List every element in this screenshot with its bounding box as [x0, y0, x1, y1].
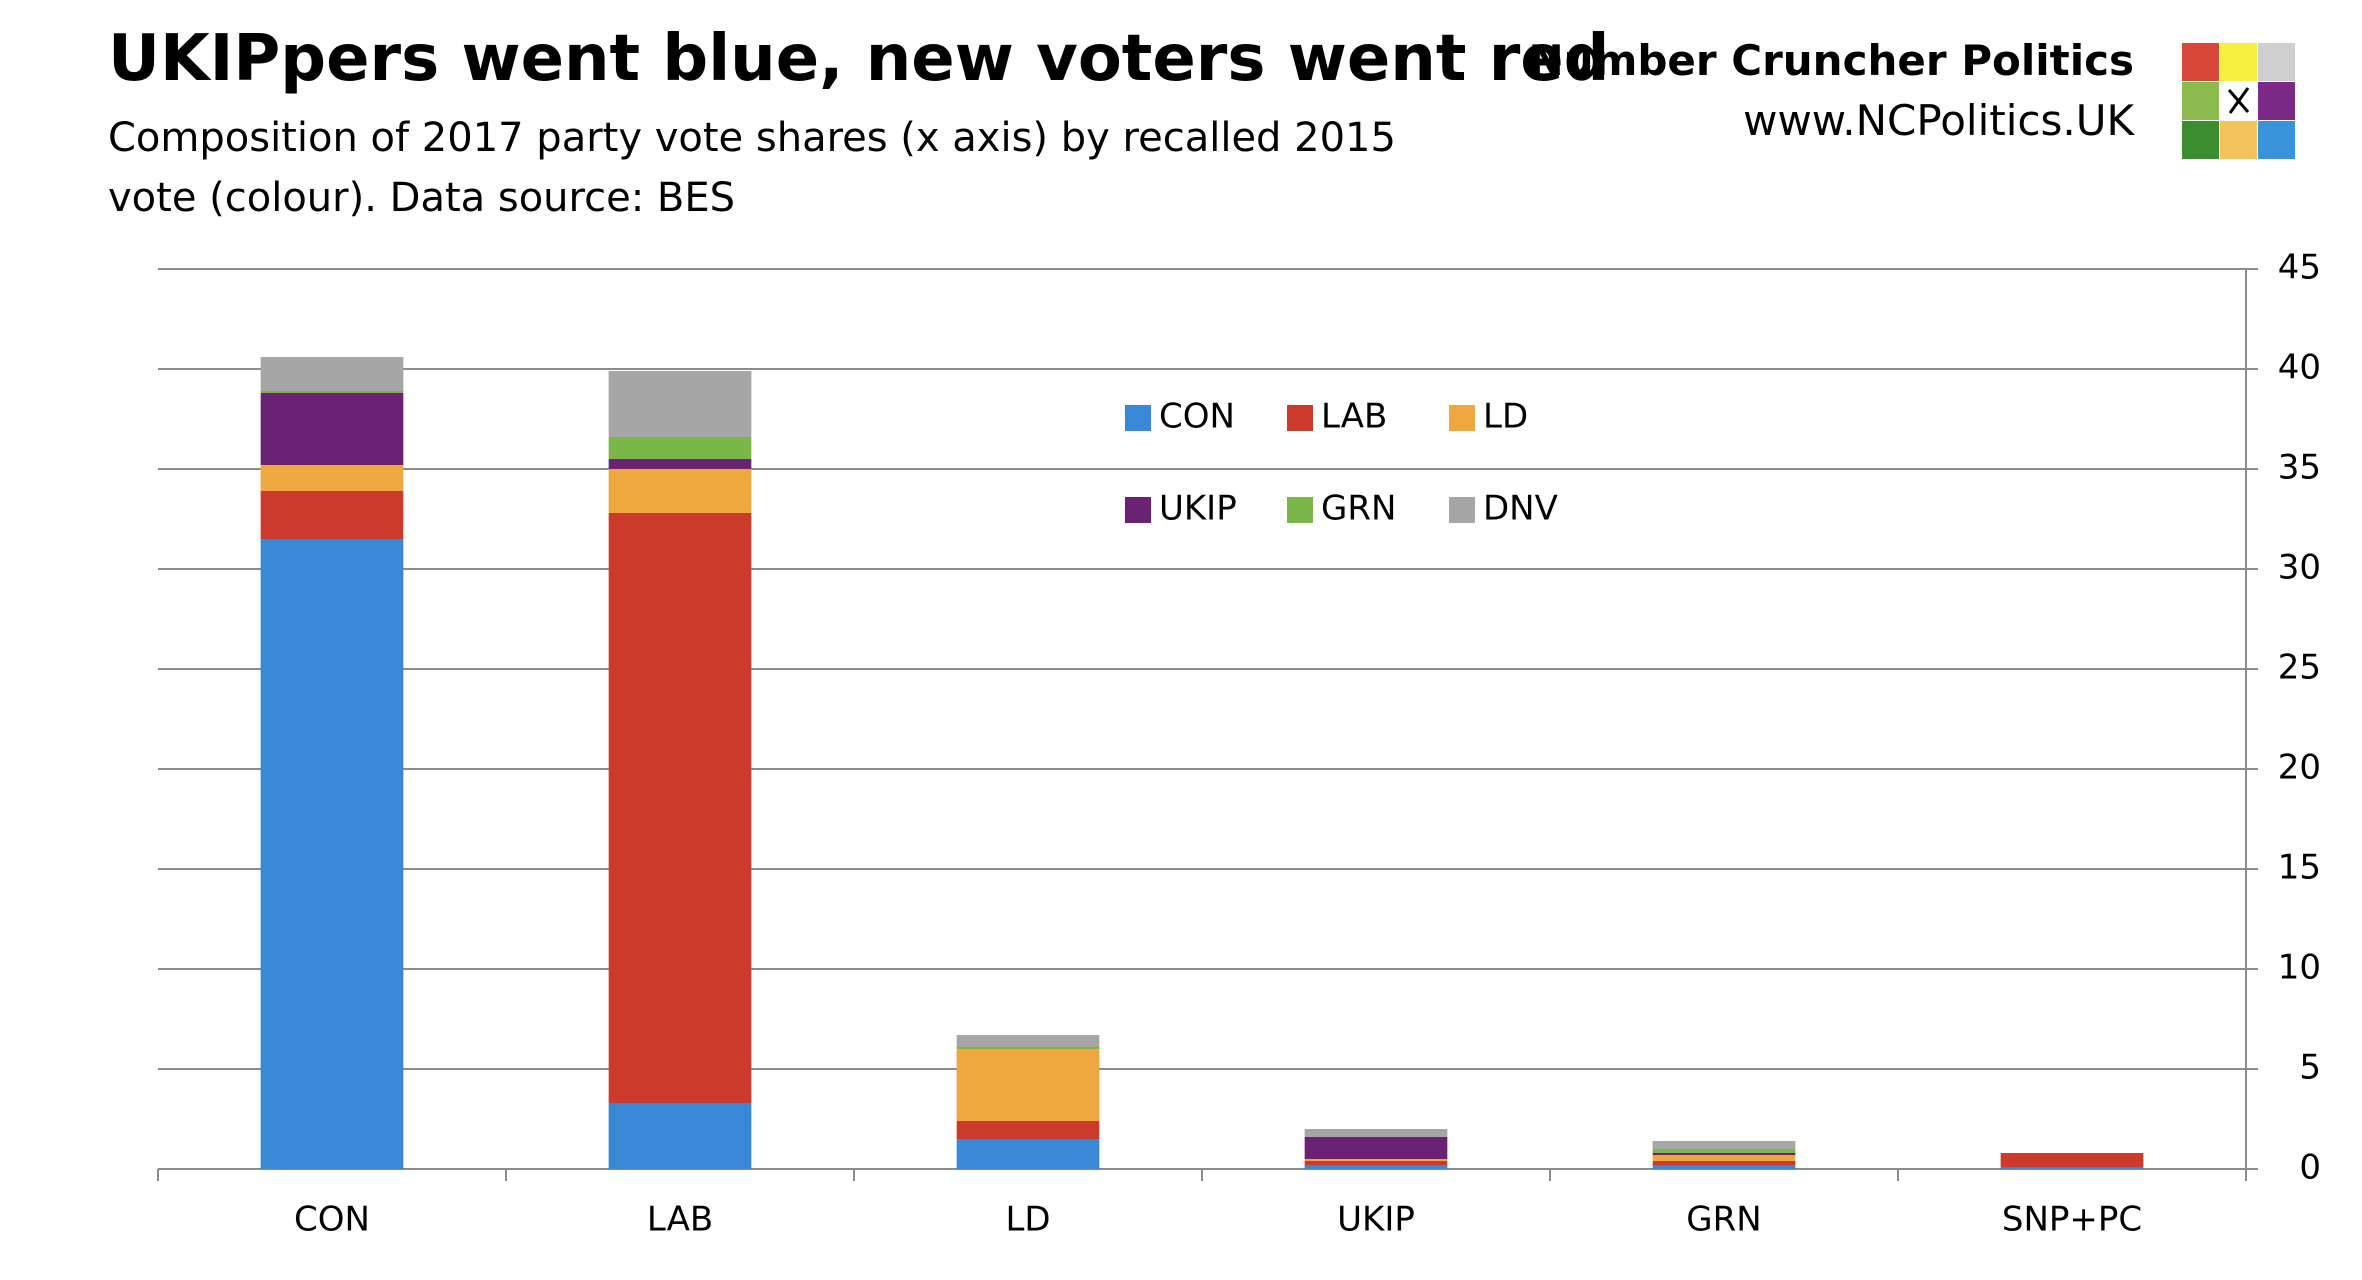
x-tick-label: SNP+PC [2002, 1200, 2142, 1240]
legend-label: DNV [1483, 489, 1558, 529]
bar-segment [260, 491, 404, 539]
x-tick-label: UKIP [1337, 1200, 1415, 1240]
bar-segment [1652, 1161, 1796, 1165]
bar-segment [1652, 1155, 1796, 1161]
x-tick-label: GRN [1686, 1200, 1761, 1240]
bar-segment [260, 465, 404, 491]
bar-segment [608, 1103, 752, 1169]
bar-segment [260, 393, 404, 465]
brand-name: Number Cruncher Politics [1528, 36, 2134, 85]
bar-segment [2000, 1167, 2144, 1169]
brand-url: www.NCPolitics.UK [1743, 96, 2134, 145]
bar-segment [956, 1121, 1100, 1139]
bar-segment [1304, 1137, 1448, 1159]
bar-segment [2000, 1153, 2144, 1167]
y-tick-label: 15 [2278, 848, 2321, 888]
chart-title: UKIPpers went blue, new voters went red [108, 22, 1610, 96]
y-tick-label: 30 [2278, 548, 2321, 588]
y-tick-label: 25 [2278, 648, 2321, 688]
y-tick-label: 40 [2278, 348, 2321, 388]
bar-segment [260, 391, 404, 393]
y-tick-label: 35 [2278, 448, 2321, 488]
chart-subtitle: Composition of 2017 party vote shares (x… [108, 115, 1396, 221]
x-tick-label: CON [294, 1200, 370, 1240]
logo [2182, 43, 2295, 159]
bar-segment [608, 437, 752, 459]
legend-label: LD [1483, 397, 1528, 437]
x-tick-label: LAB [647, 1200, 713, 1240]
legend-swatch [1125, 497, 1151, 523]
legend-swatch [1287, 497, 1313, 523]
bar-segment [956, 1139, 1100, 1169]
bar-segment [1304, 1129, 1448, 1137]
y-tick-label: 0 [2299, 1148, 2321, 1188]
bar-segment [260, 539, 404, 1169]
bar-segment [1304, 1161, 1448, 1165]
y-tick-label: 45 [2278, 248, 2321, 288]
bar-segment [1652, 1165, 1796, 1169]
legend-swatch [1449, 405, 1475, 431]
bar-segment [956, 1035, 1100, 1047]
bar-segment [1652, 1153, 1796, 1155]
legend-swatch [1125, 405, 1151, 431]
legend-label: LAB [1321, 397, 1387, 437]
legend-label: GRN [1321, 489, 1396, 529]
legend-swatch [1449, 497, 1475, 523]
bar-segment [1304, 1165, 1448, 1169]
legend-swatch [1287, 405, 1313, 431]
y-tick-label: 5 [2299, 1048, 2321, 1088]
bar-segment [608, 513, 752, 1103]
bar-segment [1652, 1149, 1796, 1153]
bar-segment [1304, 1159, 1448, 1161]
legend-label: CON [1159, 397, 1235, 437]
bar-segment [608, 371, 752, 437]
y-tick-label: 20 [2278, 748, 2321, 788]
y-tick-label: 10 [2278, 948, 2321, 988]
bar-segment [608, 459, 752, 469]
bar-segment [260, 357, 404, 391]
bar-segment [956, 1047, 1100, 1049]
x-tick-label: LD [1005, 1200, 1050, 1240]
bar-segment [1652, 1141, 1796, 1149]
bar-segment [956, 1049, 1100, 1121]
bar-segment [608, 469, 752, 513]
legend-label: UKIP [1159, 489, 1237, 529]
